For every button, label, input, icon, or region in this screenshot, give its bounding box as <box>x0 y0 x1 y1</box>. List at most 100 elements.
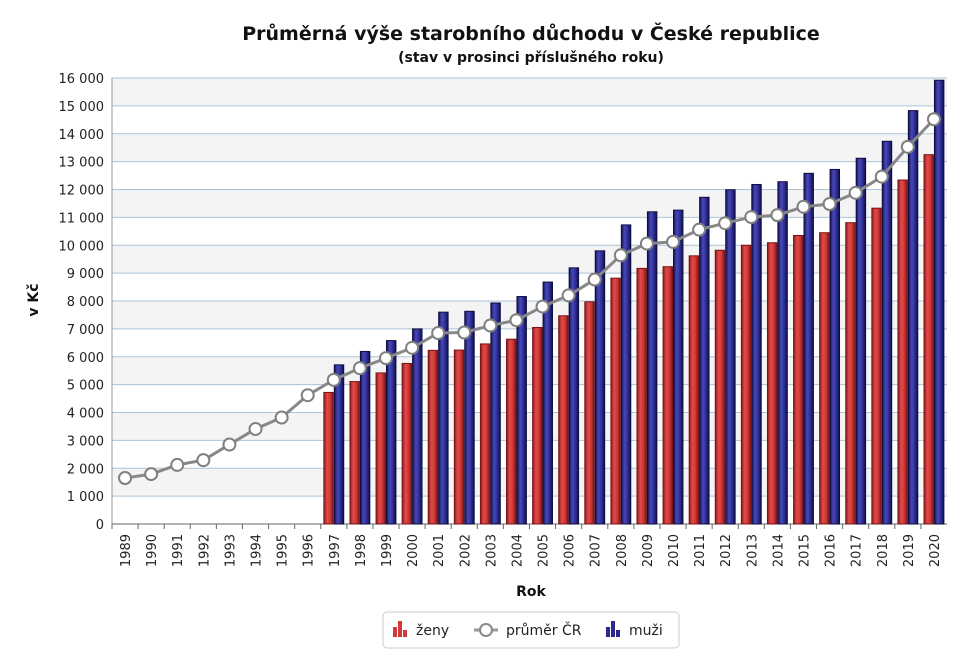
bar-zeny[interactable] <box>740 244 752 525</box>
bar-zeny[interactable] <box>584 301 595 525</box>
x-tick-label: 2002 <box>458 534 473 567</box>
point-prumer[interactable] <box>405 340 420 355</box>
y-tick-label: 4 000 <box>67 407 104 422</box>
bar-zeny[interactable] <box>375 372 386 525</box>
point-prumer[interactable] <box>144 467 159 482</box>
point-prumer[interactable] <box>613 248 628 263</box>
point-prumer[interactable] <box>561 288 576 303</box>
x-tick-label: 2016 <box>824 534 839 567</box>
bar-muzi[interactable] <box>751 183 762 525</box>
x-tick-label: 2005 <box>537 534 552 567</box>
point-prumer[interactable] <box>874 169 889 184</box>
point-prumer[interactable] <box>822 196 837 211</box>
bar-zeny[interactable] <box>532 326 543 525</box>
point-prumer[interactable] <box>457 325 472 340</box>
point-prumer[interactable] <box>848 185 863 200</box>
bar-muzi[interactable] <box>438 311 449 525</box>
bar-zeny[interactable] <box>349 381 360 525</box>
bar-muzi[interactable] <box>490 302 501 525</box>
bar-zeny[interactable] <box>479 343 491 525</box>
x-tick-label: 1993 <box>223 534 238 567</box>
point-prumer[interactable] <box>431 326 446 341</box>
y-tick-label: 0 <box>96 518 104 533</box>
y-tick-label: 8 000 <box>67 295 104 310</box>
y-tick-label: 3 000 <box>67 434 104 449</box>
bar-zeny[interactable] <box>610 277 621 525</box>
bar-muzi[interactable] <box>646 211 658 525</box>
chart-title: Průměrná výše starobního důchodu v České… <box>242 21 820 45</box>
bar-muzi[interactable] <box>855 157 867 525</box>
x-tick-label: 1995 <box>276 534 291 567</box>
bar-muzi[interactable] <box>385 340 397 525</box>
point-prumer[interactable] <box>248 421 263 436</box>
bar-muzi[interactable] <box>803 172 814 525</box>
bar-zeny[interactable] <box>558 315 569 525</box>
bar-zeny[interactable] <box>897 179 908 525</box>
bar-zeny[interactable] <box>688 255 700 525</box>
bar-muzi[interactable] <box>516 296 527 525</box>
bar-muzi[interactable] <box>829 168 841 525</box>
y-tick-label: 9 000 <box>67 267 104 282</box>
bar-zeny[interactable] <box>871 207 882 525</box>
bar-muzi[interactable] <box>777 181 788 525</box>
bar-muzi[interactable] <box>333 364 345 525</box>
x-tick-label: 1989 <box>119 534 134 567</box>
bar-muzi[interactable] <box>725 189 736 525</box>
point-prumer[interactable] <box>483 318 498 333</box>
bar-muzi[interactable] <box>907 110 919 525</box>
plot-area: 0 1 000 2 000 3 000 4 000 5 000 6 000 7 000 8 00… <box>59 72 947 567</box>
bar-zeny[interactable] <box>714 249 726 525</box>
bar-muzi[interactable] <box>464 310 475 525</box>
bar-zeny[interactable] <box>401 362 413 525</box>
point-prumer[interactable] <box>587 272 602 287</box>
bar-muzi[interactable] <box>699 196 710 525</box>
y-tick-label: 7 000 <box>67 323 104 338</box>
bar-muzi[interactable] <box>412 328 423 525</box>
bar-muzi[interactable] <box>933 79 945 525</box>
bar-zeny[interactable] <box>662 266 674 525</box>
point-prumer[interactable] <box>744 210 759 225</box>
bar-muzi[interactable] <box>359 350 371 525</box>
point-prumer[interactable] <box>770 208 785 223</box>
bar-muzi[interactable] <box>542 281 553 525</box>
point-prumer[interactable] <box>666 234 681 249</box>
bar-zeny[interactable] <box>453 349 465 525</box>
bar-muzi[interactable] <box>568 267 580 525</box>
point-prumer[interactable] <box>118 471 133 486</box>
point-prumer[interactable] <box>222 437 237 452</box>
legend-item-muzi[interactable]: muži <box>606 621 663 639</box>
point-prumer[interactable] <box>170 457 185 472</box>
bar-zeny[interactable] <box>506 338 517 525</box>
bar-zeny[interactable] <box>323 391 334 525</box>
bar-zeny[interactable] <box>636 267 647 525</box>
point-prumer[interactable] <box>300 388 315 403</box>
bar-zeny[interactable] <box>923 154 934 525</box>
bar-zeny[interactable] <box>819 232 830 525</box>
point-prumer[interactable] <box>326 372 341 387</box>
bar-muzi[interactable] <box>594 250 606 525</box>
bar-zeny[interactable] <box>766 242 778 525</box>
bar-muzi[interactable] <box>620 224 632 525</box>
point-prumer[interactable] <box>926 112 941 127</box>
legend-item-zeny[interactable]: ženy <box>393 621 449 639</box>
point-prumer[interactable] <box>535 299 550 314</box>
point-prumer[interactable] <box>718 216 733 231</box>
point-prumer[interactable] <box>509 313 524 328</box>
bar-zeny[interactable] <box>427 349 439 525</box>
point-prumer[interactable] <box>378 351 393 366</box>
bar-zeny[interactable] <box>845 222 856 525</box>
point-prumer[interactable] <box>639 236 654 251</box>
point-prumer[interactable] <box>352 361 367 376</box>
bar-muzi[interactable] <box>673 209 684 525</box>
point-prumer[interactable] <box>196 453 211 468</box>
bar-zeny[interactable] <box>793 234 804 525</box>
point-prumer[interactable] <box>692 222 707 237</box>
grid-band <box>112 78 947 106</box>
x-tick-label: 1991 <box>171 534 186 567</box>
bar-muzi[interactable] <box>881 140 893 525</box>
point-prumer[interactable] <box>900 139 915 154</box>
x-tick-label: 1990 <box>145 534 160 567</box>
point-prumer[interactable] <box>796 199 811 214</box>
legend-item-prumer[interactable]: průměr ČR <box>474 621 582 639</box>
point-prumer[interactable] <box>274 410 289 425</box>
